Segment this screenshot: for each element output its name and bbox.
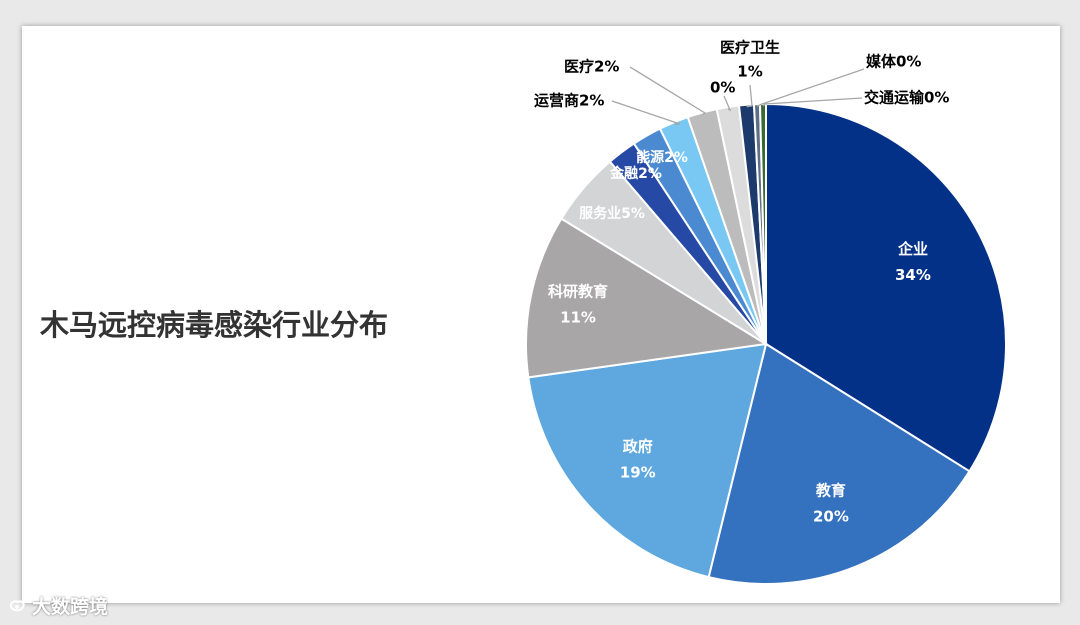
slice-label: 媒体0% xyxy=(866,53,921,71)
slice-label: 0% xyxy=(710,79,735,97)
pie-labels-layer: 企业 34% 教育 20% 政府 19% 科研教育 11% 服务业5% 金融2%能源2% 运营商2%… xyxy=(534,39,949,526)
leader-line xyxy=(756,68,865,107)
leader-line xyxy=(746,84,753,108)
slice-value-label: 20% xyxy=(813,508,849,526)
pie-slice xyxy=(527,342,768,579)
chart-title: 木马远控病毒感染行业分布 xyxy=(40,308,389,342)
slice-label: 政府 xyxy=(623,437,653,455)
weibo-logo-icon xyxy=(9,599,25,611)
pie-slice xyxy=(707,342,971,585)
leader-line xyxy=(629,66,707,116)
slice-label: 医疗2% xyxy=(564,58,619,76)
slice-label: 教育 xyxy=(815,482,846,500)
slice-label: 服务业5% xyxy=(579,205,645,222)
leader-line xyxy=(762,97,863,107)
slice-value-label: 34% xyxy=(895,266,931,284)
watermark-text: 大数跨境 xyxy=(32,596,109,618)
slice-label: 运营商2% xyxy=(534,92,604,110)
slice-value-label: 1% xyxy=(737,63,762,81)
slice-label: 能源2% xyxy=(636,149,688,166)
pie-slice xyxy=(765,102,1007,473)
slice-label: 金融2% xyxy=(609,165,662,182)
pie-slices-layer xyxy=(525,102,1007,585)
watermark: 大数跨境 xyxy=(8,592,108,619)
leader-lines-layer xyxy=(611,66,865,125)
pie-slice xyxy=(525,217,769,379)
leader-line xyxy=(611,100,681,125)
slice-value-label: 11% xyxy=(560,308,596,326)
slice-label: 交通运输0% xyxy=(864,89,949,107)
leader-line xyxy=(723,95,732,112)
slice-label: 企业 xyxy=(897,240,928,258)
slice-label: 医疗卫生 xyxy=(720,39,780,57)
slice-value-label: 19% xyxy=(620,463,656,481)
slice-label: 科研教育 xyxy=(548,282,608,300)
